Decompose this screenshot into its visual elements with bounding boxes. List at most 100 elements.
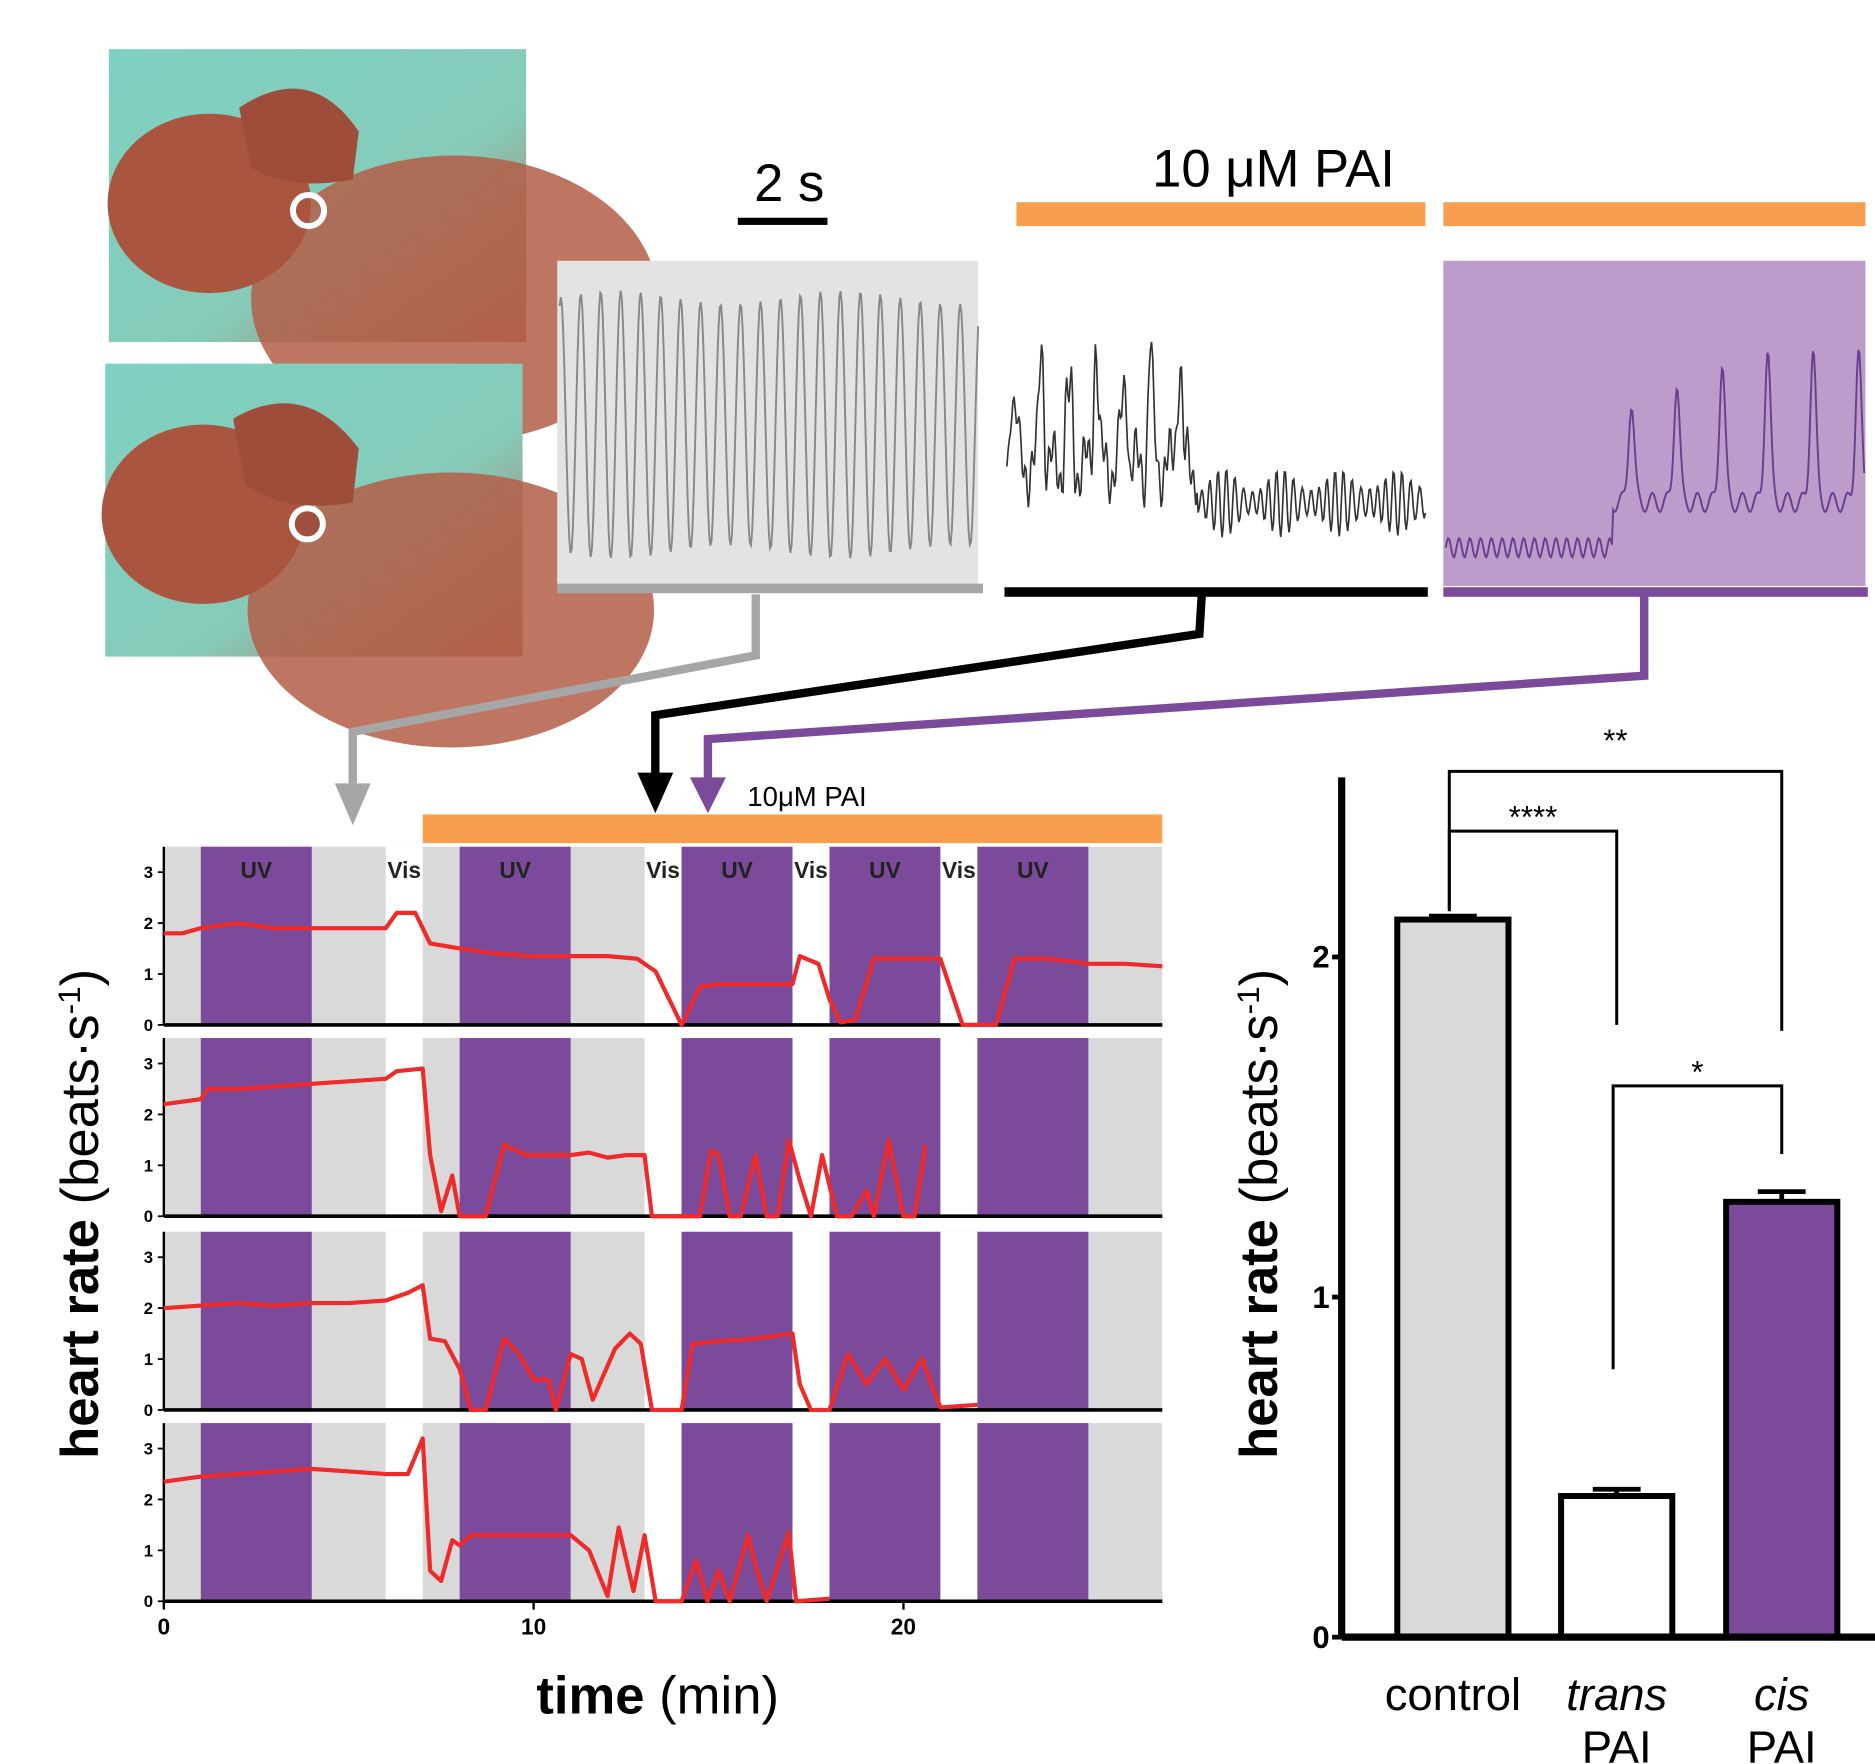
y-tick-label: 0 [144,1592,153,1611]
y-label-part: ) [1230,969,1289,987]
light-band [459,846,571,1025]
bar [1558,1493,1676,1641]
band-label: UV [1017,857,1049,883]
y-tick-label: 2 [144,914,153,933]
heart-rate-line [163,1066,928,1219]
light-band [940,1423,978,1602]
band-label: Vis [387,857,421,883]
significance-label: ** [1603,723,1627,758]
light-band [385,846,423,1025]
treatment-bar [1443,202,1866,227]
y-tick-label: 3 [144,1440,153,1459]
x-tick-label: trans [1566,1669,1667,1720]
x-tick-label: PAI [1747,1722,1817,1764]
x-tick-label: PAI [1582,1722,1652,1764]
significance-label: **** [1509,800,1557,835]
band-label: Vis [646,857,680,883]
light-band [940,1038,978,1217]
y-tick-label: 2 [144,1490,153,1509]
y-label: heart rate (beats·s-1) [51,969,110,1459]
y-tick-label: 3 [144,1054,153,1073]
connectors [334,594,1649,826]
band-label: Vis [942,857,976,883]
light-band [977,1423,1089,1602]
y-tick-label: 1 [144,1541,153,1560]
significance-bracket [1611,1084,1784,1370]
y-label-part: ) [51,969,110,987]
x-tick-label: 10 [521,1614,546,1640]
band-label: Vis [794,857,828,883]
significance-bracket [1447,829,1619,1025]
y-label-part: -1 [51,986,87,1014]
y-tick-label: 2 [1312,940,1329,975]
heart-rate-line [163,1283,978,1413]
light-band [200,1231,312,1410]
band-label: UV [869,857,901,883]
x-tick-label: 20 [891,1614,916,1640]
bar [1394,916,1512,1641]
y-tick-label: 0 [144,1401,153,1420]
trace-underline [1443,587,1868,597]
light-band [385,1038,423,1217]
band-label: UV [240,857,272,883]
band-label: UV [721,857,753,883]
light-band [385,1231,423,1410]
treatment-bar [422,814,1163,844]
light-band [940,1231,978,1410]
y-tick-label: 1 [144,1156,153,1175]
photo-bottom [101,363,655,748]
y-tick-label: 0 [1312,1620,1329,1655]
x-tick-label: 0 [158,1614,171,1640]
light-band [200,846,312,1025]
x-tick-label: control [1385,1669,1521,1720]
trans-trace [1006,341,1427,538]
x-tick-label: cis [1754,1669,1810,1720]
scale-bar [737,217,828,225]
y-label-part: -1 [1230,986,1266,1014]
light-band [644,1038,682,1217]
y-tick-label: 1 [1312,1280,1329,1315]
y-label-part: heart rate [51,1219,110,1459]
light-band [829,1038,941,1217]
band-label: UV [499,857,531,883]
control-trace [558,289,980,559]
light-band [977,846,1089,1025]
traces: 2 s 10 μM PAI [557,140,1868,597]
light-band [681,846,793,1025]
y-tick-label: 3 [144,1248,153,1267]
y-label-part: (beats·s [1230,1014,1289,1219]
light-band [459,1231,571,1410]
bar [1723,1198,1841,1641]
heart-rate-line [163,910,1163,1027]
treatment-label: 10 μM PAI [1152,140,1395,199]
treatment-bar [1016,202,1426,227]
cis-trace-box [1443,260,1866,587]
x-label-part: time [536,1667,644,1726]
light-band [940,846,978,1025]
light-band [644,846,682,1025]
light-band [829,1231,941,1410]
light-band [792,1423,830,1602]
light-band [681,1038,793,1217]
light-band [200,1038,312,1217]
x-label-part: (min) [645,1667,779,1726]
light-band [792,846,830,1025]
treatment-label: 10μM PAI [747,781,866,812]
y-tick-label: 0 [144,1207,153,1226]
light-band [977,1038,1089,1217]
y-tick-label: 1 [144,1350,153,1369]
light-band [459,1423,571,1602]
y-tick-label: 3 [144,863,153,882]
light-band [200,1423,312,1602]
x-label: time (min) [536,1667,779,1726]
y-label-part: heart rate [1230,1219,1289,1459]
light-band [829,1423,941,1602]
cis-trace [1444,349,1866,559]
trace-underline [1004,587,1428,597]
light-band [792,1038,830,1217]
heart-rate-line [163,1436,830,1604]
scale-label: 2 s [754,154,824,213]
light-band [829,846,941,1025]
